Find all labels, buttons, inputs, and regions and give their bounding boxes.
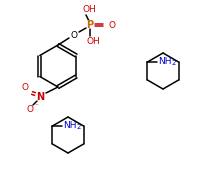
Text: P: P (86, 20, 94, 30)
Text: O: O (22, 83, 29, 92)
Text: O: O (71, 31, 77, 39)
Text: NH: NH (63, 121, 76, 129)
Text: N: N (36, 92, 44, 102)
Text: OH: OH (86, 37, 100, 45)
Text: NH: NH (158, 56, 171, 66)
Text: O: O (26, 104, 34, 113)
Text: 2: 2 (171, 60, 176, 66)
Text: ⁻: ⁻ (34, 102, 38, 110)
Text: O: O (109, 20, 115, 30)
Text: OH: OH (82, 5, 96, 14)
Text: 2: 2 (76, 124, 81, 130)
